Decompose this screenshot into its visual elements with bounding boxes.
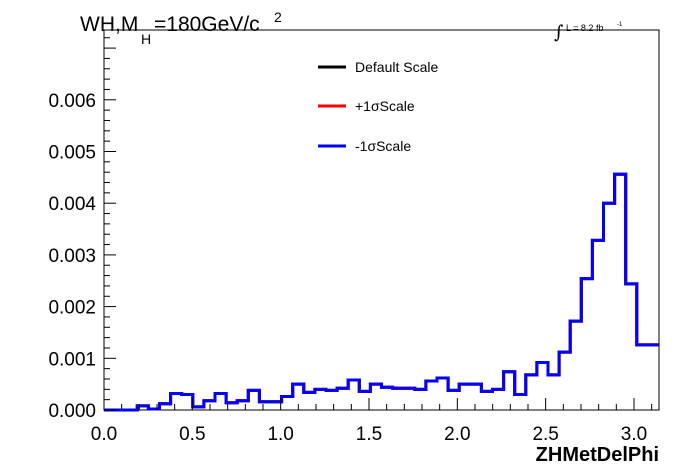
- legend: Default Scale +1σScale -1σScale: [318, 59, 438, 154]
- y-tick-label: 0.004: [48, 194, 96, 215]
- x-tick-label: 2.0: [444, 424, 470, 445]
- x-axis: 0.0 0.5 1.0 1.5 2.0 2.5 3.0: [91, 398, 653, 445]
- y-tick-label: 0.003: [48, 246, 96, 267]
- y-axis: 0.000 0.001 0.002 0.003 0.004 0.005 0.006: [48, 37, 116, 422]
- x-axis-title: ZHMetDelPhi: [536, 444, 659, 466]
- x-tick-label: 1.0: [267, 424, 293, 445]
- legend-label-2: -1σScale: [355, 138, 411, 154]
- y-tick-label: 0.000: [48, 401, 96, 422]
- chart-title-value: =180GeV/c: [154, 13, 260, 36]
- x-tick-label: 1.5: [356, 424, 382, 445]
- y-tick-label: 0.005: [48, 142, 96, 163]
- lumi-label: L = 8.2 fb: [566, 23, 603, 33]
- series-line-2: [104, 172, 659, 412]
- y-tick-label: 0.006: [48, 91, 96, 112]
- chart-title-subscript: H: [141, 31, 151, 47]
- legend-label-1: +1σScale: [355, 98, 415, 114]
- chart-title-superscript: 2: [274, 9, 282, 25]
- x-tick-label: 3.0: [621, 424, 647, 445]
- series-group: [104, 172, 659, 412]
- plot-area-border: [103, 29, 660, 411]
- chart-title-prefix: WH,M: [80, 13, 138, 36]
- y-tick-label: 0.001: [48, 349, 96, 370]
- y-tick-label: 0.002: [48, 298, 96, 319]
- legend-label-0: Default Scale: [355, 59, 438, 75]
- x-tick-label: 0.0: [91, 424, 117, 445]
- lumi-integral-sign: ∫: [554, 22, 564, 43]
- x-tick-label: 2.5: [532, 424, 558, 445]
- x-tick-label: 0.5: [179, 424, 205, 445]
- plot-frame: [103, 29, 660, 411]
- lumi-exponent: -1: [617, 22, 623, 28]
